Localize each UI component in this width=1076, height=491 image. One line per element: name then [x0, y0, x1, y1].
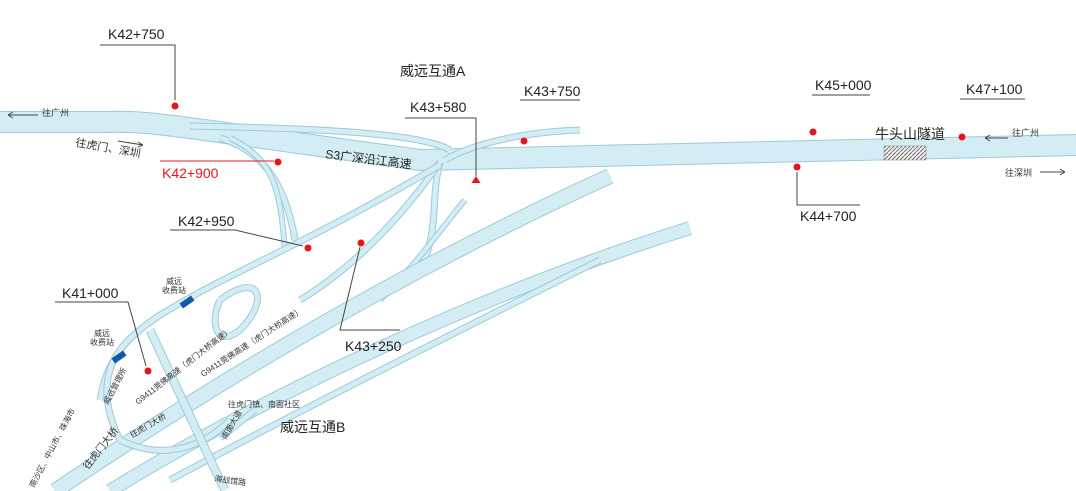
label-k42-750: K42+750 [108, 26, 165, 42]
road-segment-fill [212, 285, 260, 339]
road-segment-fill [443, 127, 581, 163]
road-segment-fill [51, 169, 613, 491]
label-k44-700: K44+700 [800, 208, 857, 224]
tunnel-icon [883, 145, 927, 161]
label-k45-000: K45+000 [815, 77, 872, 93]
road-segment-fill [189, 123, 452, 153]
direction-guangzhou-left: 往广州 [42, 107, 69, 118]
road-network [0, 110, 1076, 491]
label-k42-900: K42+900 [162, 165, 219, 181]
toll-label-line1: 威远 [166, 276, 182, 286]
label-k43-580: K43+580 [410, 99, 467, 115]
road-segment-fill [168, 257, 602, 483]
road-segment-fill [417, 161, 443, 272]
label-k47-100: K47+100 [966, 81, 1023, 97]
haizhan-road-label: 海战馆路 [214, 473, 247, 487]
interchange-b-label: 威远互通B [280, 419, 345, 435]
label-k41-000: K41+000 [62, 285, 119, 301]
marker-k45-000[interactable] [809, 128, 817, 136]
label-k43-750: K43+750 [524, 83, 581, 99]
marker-k43-580[interactable] [471, 176, 481, 183]
toll-station-icon [111, 350, 127, 364]
marker-k42-950[interactable] [304, 244, 312, 252]
towns-label: 往虎门镇、南面社区 [228, 399, 300, 409]
toll-label-line1: 威远 [94, 328, 110, 338]
road-segment-fill [104, 328, 142, 442]
road-segment-fill [146, 328, 219, 472]
label-k43-250: K43+250 [345, 338, 402, 354]
label-k42-950: K42+950 [178, 213, 235, 229]
marker-k42-750[interactable] [171, 102, 179, 110]
marker-k42-900[interactable] [274, 158, 282, 166]
marker-k43-250[interactable] [357, 239, 365, 247]
marker-k43-750[interactable] [520, 137, 528, 145]
road-segment-fill [218, 408, 257, 440]
km-markers [144, 102, 966, 375]
direction-guangzhou-right: 往广州 [1012, 127, 1039, 138]
road-segment-fill [298, 160, 443, 303]
direction-shenzhen-right: 往深圳 [1005, 167, 1032, 178]
marker-k47-100[interactable] [958, 133, 966, 141]
road-segment-fill [118, 418, 232, 453]
toll-label-line2: 收费站 [162, 285, 186, 295]
toll-station-icon [179, 295, 195, 309]
marker-k41-000[interactable] [144, 367, 152, 375]
direction-humen-shenzhen: 往虎门、深圳 [74, 135, 141, 160]
marker-k44-700[interactable] [793, 163, 801, 171]
road-segment-fill [229, 136, 287, 251]
interchange-a-label: 威远互通A [400, 63, 466, 79]
toll-label-line2: 收费站 [90, 337, 114, 347]
tunnel-label: 牛头山隧道 [875, 126, 945, 142]
road-segment-fill [211, 468, 229, 491]
